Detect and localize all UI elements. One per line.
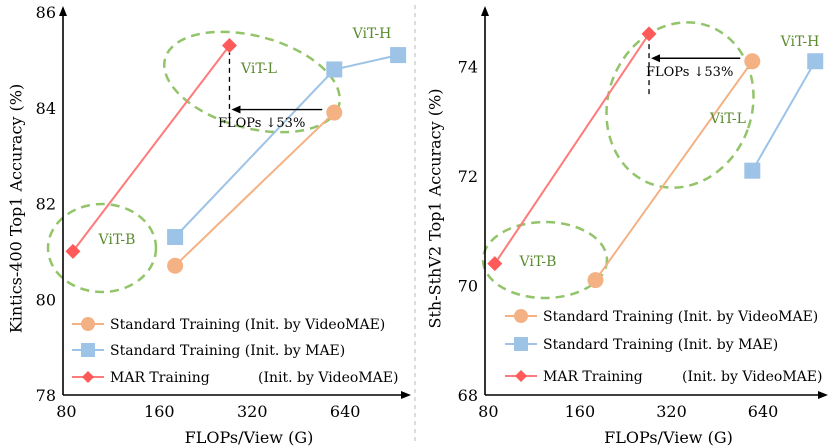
data-point (807, 53, 824, 70)
annotation-label: FLOPs ↓53% (646, 65, 733, 80)
x-axis-label: FLOPs/View (G) (604, 428, 733, 447)
data-point (641, 26, 657, 42)
data-point (167, 257, 184, 274)
legend-marker (82, 371, 94, 383)
x-tick-label: 640 (330, 402, 361, 421)
group-ellipse (605, 21, 755, 189)
legend-marker (514, 309, 528, 323)
y-tick-label: 68 (458, 386, 478, 405)
group-ellipse (163, 30, 341, 134)
annotation-label: FLOPs ↓53% (218, 116, 305, 131)
legend-label: Standard Training (Init. by VideoMAE) (543, 309, 818, 325)
series-line (594, 60, 754, 281)
x-tick-label: 160 (565, 402, 596, 421)
annotation-arrowhead (231, 105, 241, 114)
group-label: ViT-L (240, 61, 277, 77)
legend-label-init: (Init. by VideoMAE) (258, 370, 398, 386)
x-tick-label: 640 (748, 402, 779, 421)
y-axis-label: Kintics-400 Top1 Accuracy (%) (7, 84, 26, 333)
data-point (744, 162, 761, 179)
data-point (65, 243, 81, 259)
data-point (167, 229, 184, 246)
y-tick-label: 72 (458, 167, 478, 186)
x-tick-label: 80 (56, 402, 76, 421)
chart-panel-sthsth: 80 160 320 640 68 70 72 74 FLOPs/View (G) Sth-Sth… (426, 6, 828, 447)
group-label: ViT-B (519, 254, 557, 270)
group-label: ViT-H (780, 34, 820, 50)
y-tick-label: 80 (36, 290, 56, 309)
legend-label: Standard Training (Init. by MAE) (543, 337, 778, 353)
data-point (326, 104, 343, 121)
annotation-arrowhead (651, 54, 661, 63)
series-line (174, 54, 399, 238)
data-point (587, 272, 604, 289)
y-tick-label: 74 (458, 58, 478, 77)
y-tick-label: 86 (36, 3, 56, 22)
legend-marker (514, 337, 528, 351)
y-tick-label: 84 (36, 99, 56, 118)
y-axis-arrow (59, 6, 67, 16)
y-tick-label: 70 (458, 277, 478, 296)
series-line (174, 111, 335, 267)
legend-label: MAR Training (543, 369, 643, 385)
legend-label-init: (Init. by VideoMAE) (682, 369, 822, 385)
legend-marker (515, 370, 527, 382)
group-ellipse (46, 202, 158, 294)
y-tick-label: 78 (36, 386, 56, 405)
legend-label: Standard Training (Init. by VideoMAE) (110, 317, 385, 333)
x-axis-label: FLOPs/View (G) (185, 428, 314, 447)
y-tick-label: 82 (36, 195, 56, 214)
legend-marker (81, 317, 95, 331)
y-axis-label: Sth-SthV2 Top1 Accuracy (%) (426, 89, 445, 329)
x-axis-arrow (401, 391, 411, 399)
series-line (493, 33, 650, 265)
group-label: ViT-B (98, 232, 136, 248)
series-line (72, 44, 231, 253)
data-point (744, 53, 761, 70)
legend-label: MAR Training (110, 370, 210, 386)
data-point (487, 256, 503, 272)
data-point (221, 38, 237, 54)
group-ellipse (481, 220, 609, 300)
data-point (390, 47, 407, 64)
series-line (751, 60, 817, 172)
x-axis-arrow (818, 391, 828, 399)
y-axis-arrow (481, 6, 489, 16)
x-tick-label: 160 (144, 402, 175, 421)
legend-label: Standard Training (Init. by MAE) (110, 343, 345, 359)
data-point (326, 61, 343, 78)
x-tick-label: 320 (237, 402, 268, 421)
group-label: ViT-H (352, 26, 392, 42)
legend-marker (81, 343, 95, 357)
x-tick-label: 80 (478, 402, 498, 421)
group-label: ViT-L (709, 111, 746, 127)
x-tick-label: 320 (656, 402, 687, 421)
